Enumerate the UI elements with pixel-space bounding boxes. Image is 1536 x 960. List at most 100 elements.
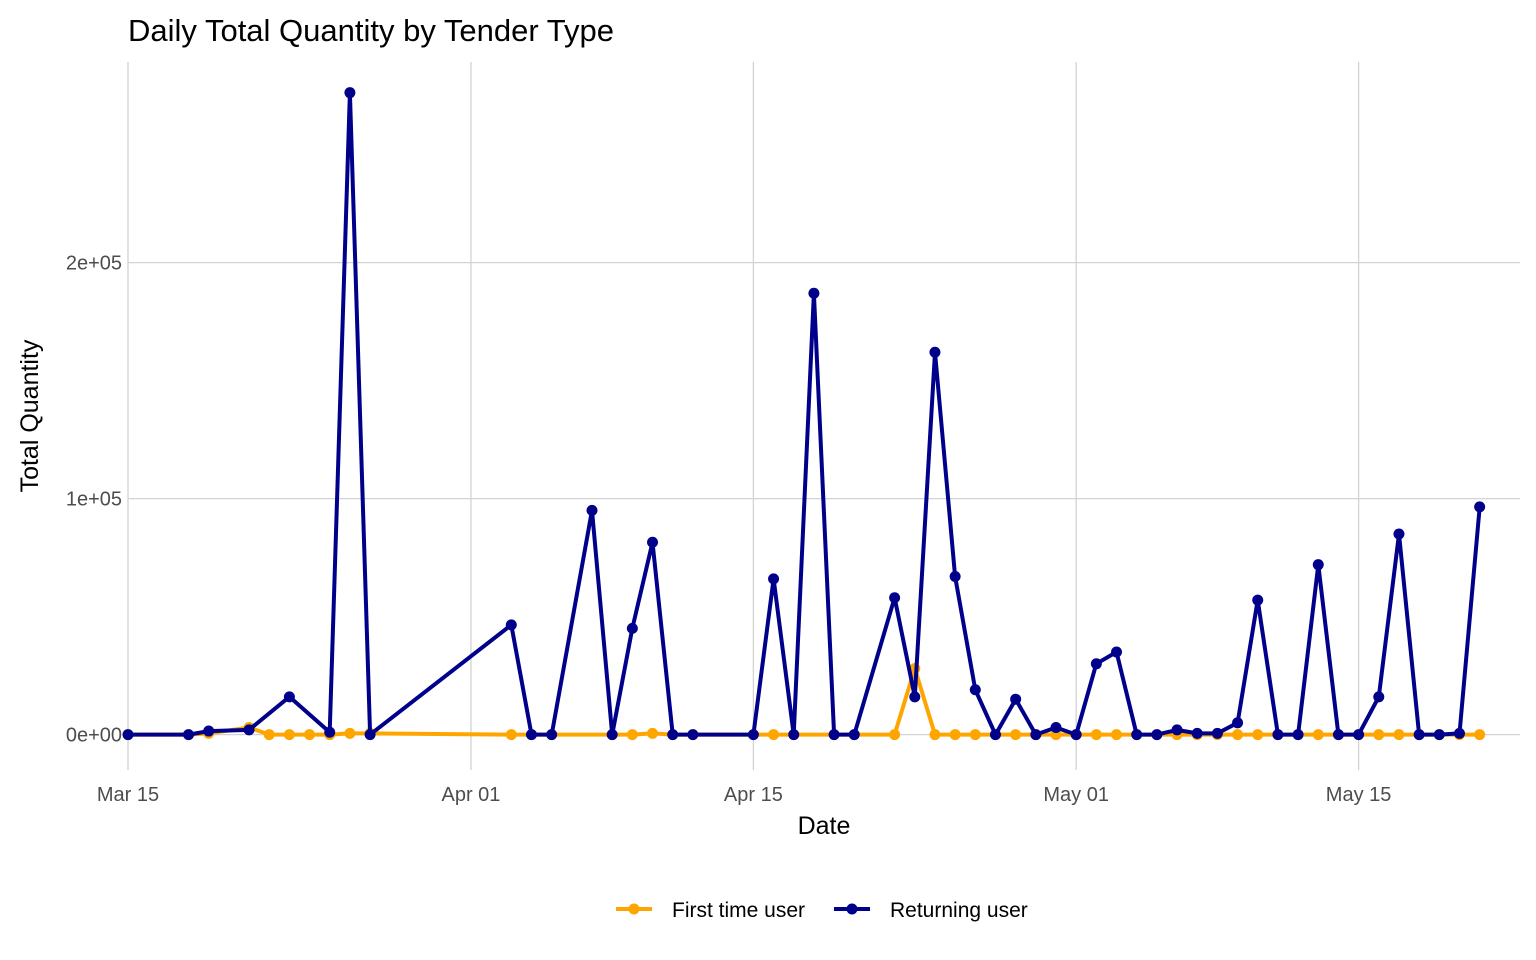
data-point-returning-user [929, 346, 941, 358]
data-point-first-time-user [344, 727, 356, 739]
legend-label: Returning user [890, 899, 1028, 922]
data-point-first-time-user [1111, 729, 1123, 741]
y-axis-title: Total Quantity [16, 339, 44, 492]
data-point-returning-user [122, 729, 134, 741]
y-tick-labels: 0e+00 1e+05 2e+05 [66, 253, 122, 747]
data-point-returning-user [324, 726, 336, 738]
data-point-returning-user [505, 619, 517, 631]
x-tick-label: Apr 01 [441, 784, 500, 806]
series-layer [122, 87, 1486, 741]
data-point-returning-user [525, 729, 537, 741]
data-point-returning-user [364, 729, 376, 741]
data-point-returning-user [1353, 729, 1365, 741]
data-point-returning-user [1474, 501, 1486, 513]
data-point-returning-user [1090, 658, 1102, 670]
legend-key-point [846, 903, 858, 915]
y-tick-label: 2e+05 [66, 253, 122, 275]
legend: First time user Returning user [616, 899, 1028, 922]
data-point-returning-user [1070, 729, 1082, 741]
data-point-first-time-user [1090, 729, 1102, 741]
data-point-returning-user [1393, 528, 1405, 540]
data-point-returning-user [243, 724, 255, 736]
data-point-returning-user [606, 729, 618, 741]
x-tick-label: May 15 [1326, 784, 1392, 806]
data-point-returning-user [546, 729, 558, 741]
data-point-returning-user [687, 729, 699, 741]
data-point-returning-user [1171, 724, 1183, 736]
data-point-returning-user [848, 729, 860, 741]
data-point-returning-user [1272, 729, 1284, 741]
x-tick-label: Mar 15 [97, 784, 159, 806]
data-point-returning-user [1050, 722, 1062, 734]
data-point-first-time-user [263, 729, 275, 741]
data-point-returning-user [344, 87, 356, 99]
legend-key-point [628, 903, 640, 915]
data-point-first-time-user [889, 729, 901, 741]
data-point-first-time-user [1393, 729, 1405, 741]
data-point-first-time-user [1373, 729, 1385, 741]
data-point-returning-user [989, 729, 1001, 741]
x-grid [127, 62, 1360, 770]
legend-item-returning-user: Returning user [834, 899, 1028, 922]
data-point-first-time-user [647, 727, 659, 739]
legend-label: First time user [672, 899, 805, 922]
data-point-returning-user [283, 691, 295, 703]
data-point-first-time-user [1232, 729, 1244, 741]
data-point-first-time-user [1252, 729, 1264, 741]
data-point-returning-user [183, 729, 195, 741]
data-point-first-time-user [768, 729, 780, 741]
data-point-returning-user [1433, 729, 1445, 741]
series-line-first-time-user [126, 666, 1482, 737]
chart-title: Daily Total Quantity by Tender Type [128, 13, 614, 48]
data-point-returning-user [828, 729, 840, 741]
data-point-first-time-user [505, 729, 517, 741]
data-point-first-time-user [304, 729, 316, 741]
data-point-returning-user [1232, 717, 1244, 729]
legend-item-first-time-user: First time user [616, 899, 805, 922]
data-point-first-time-user [626, 729, 638, 741]
data-point-returning-user [1030, 729, 1042, 741]
data-point-returning-user [1191, 727, 1203, 739]
data-point-returning-user [1010, 693, 1022, 705]
series-returning-user [122, 87, 1486, 741]
data-point-first-time-user [929, 729, 941, 741]
x-axis-title: Date [798, 812, 851, 840]
data-point-returning-user [788, 729, 800, 741]
data-point-returning-user [1151, 729, 1163, 741]
x-tick-label: Apr 15 [724, 784, 783, 806]
data-point-returning-user [747, 729, 759, 741]
data-point-first-time-user [1010, 729, 1022, 741]
data-point-returning-user [969, 684, 981, 696]
data-point-returning-user [889, 592, 901, 604]
data-point-returning-user [1211, 727, 1223, 739]
data-point-returning-user [1111, 646, 1123, 658]
series-line-returning-user [126, 90, 1482, 737]
x-tick-labels: Mar 15 Apr 01 Apr 15 May 01 May 15 [97, 784, 1392, 806]
data-point-first-time-user [969, 729, 981, 741]
data-point-first-time-user [1312, 729, 1324, 741]
data-point-returning-user [909, 691, 921, 703]
data-point-returning-user [1453, 727, 1465, 739]
y-tick-label: 0e+00 [66, 725, 122, 747]
data-point-returning-user [949, 570, 961, 582]
data-point-returning-user [1332, 729, 1344, 741]
data-point-returning-user [626, 622, 638, 634]
data-point-returning-user [203, 725, 215, 737]
data-point-first-time-user [1474, 729, 1486, 741]
data-point-returning-user [808, 287, 820, 299]
data-point-returning-user [1131, 729, 1143, 741]
data-point-returning-user [1252, 594, 1264, 606]
data-point-returning-user [1413, 729, 1425, 741]
data-point-first-time-user [949, 729, 961, 741]
data-point-returning-user [647, 536, 659, 548]
y-tick-label: 1e+05 [66, 489, 122, 511]
data-point-first-time-user [283, 729, 295, 741]
data-point-returning-user [586, 504, 598, 516]
x-tick-label: May 01 [1043, 784, 1109, 806]
data-point-returning-user [1373, 691, 1385, 703]
data-point-returning-user [1292, 729, 1304, 741]
data-point-returning-user [768, 573, 780, 585]
data-point-returning-user [1312, 559, 1324, 571]
data-point-returning-user [667, 729, 679, 741]
